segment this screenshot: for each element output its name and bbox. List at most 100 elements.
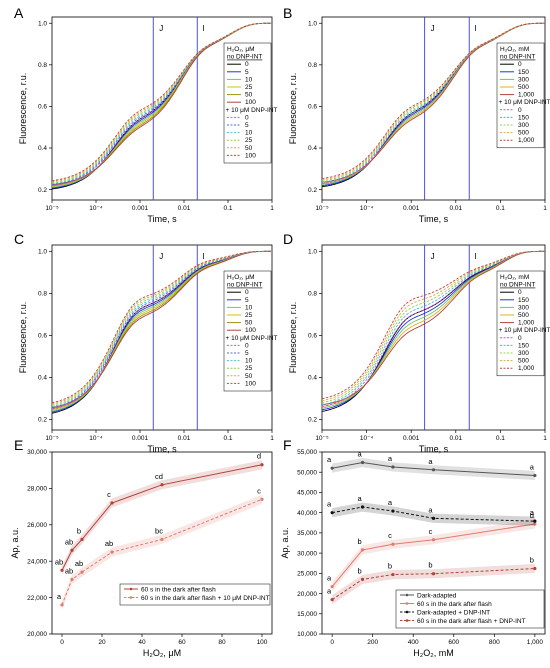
legend-entry: 300 — [518, 122, 529, 129]
panel-label: C — [14, 231, 24, 247]
y-tick-label: 0.6 — [308, 104, 317, 111]
plot-frame — [321, 16, 546, 201]
x-axis-title: Time, s — [147, 444, 177, 454]
data-point — [110, 501, 114, 505]
data-point — [60, 603, 64, 607]
curve-dnp-1,000 — [321, 22, 545, 179]
legend-entry: 60 s in the dark after flash + DNP-INT — [417, 618, 526, 625]
x-tick-label: 10⁻⁵ — [45, 435, 59, 442]
data-point — [260, 463, 264, 467]
panel-c: C 10⁻⁵ 10⁻⁴ 0.001 0.01 0.1 1 0.2 0.4 0.6 0.8 1.0 Tim… — [14, 231, 277, 454]
curve-no-dnp-1,000 — [321, 250, 545, 406]
x-tick-label: 0.1 — [223, 205, 232, 212]
data-point — [60, 568, 64, 572]
plot-frame — [321, 451, 546, 635]
series-line — [61, 464, 263, 571]
y-tick-label: 0.8 — [308, 291, 317, 298]
x-tick-label: 0.1 — [223, 435, 232, 442]
data-point — [360, 577, 365, 582]
marker-label: J — [159, 24, 163, 33]
legend-box — [223, 270, 272, 392]
panel-b: B 10⁻⁵ 10⁻⁴ 0.001 0.01 0.1 1 0.2 0.4 0.6 0.8 1.0 Tim… — [283, 5, 550, 224]
y-axis-title: Ap, a.u. — [280, 527, 290, 558]
significance-letter: b — [428, 561, 432, 570]
significance-letter: a — [57, 592, 62, 601]
significance-letter: c — [107, 490, 111, 499]
data-point — [330, 466, 334, 470]
significance-letter: a — [327, 500, 332, 509]
x-tick-label: 400 — [408, 639, 419, 646]
x-tick-label: 10⁻⁵ — [45, 205, 59, 212]
legend-group-no: no DNP-INT — [500, 54, 535, 61]
x-tick-label: 1 — [543, 435, 547, 442]
y-tick-label: 0.8 — [38, 62, 47, 69]
x-tick-label: 10⁻⁴ — [89, 435, 103, 442]
legend-entry: 1,000 — [518, 365, 535, 372]
marker-label: I — [474, 252, 476, 261]
significance-letter: a — [388, 498, 393, 507]
y-tick-label: 25,000 — [297, 571, 317, 578]
legend-entry: 0 — [518, 289, 522, 296]
y-tick-label: 1.0 — [38, 20, 47, 27]
data-point — [431, 468, 436, 472]
legend-entry: Dark-adapted + DNP-INT — [417, 610, 490, 617]
x-tick-label: 100 — [257, 639, 268, 646]
legend-entry: 100 — [245, 327, 256, 334]
y-axis-title: Fluorescence, r.u. — [18, 302, 28, 374]
data-point — [160, 483, 164, 487]
legend-entry: 25 — [245, 365, 253, 372]
legend-entry: 100 — [245, 99, 256, 106]
data-point — [431, 572, 436, 576]
x-axis-title: Time, s — [147, 214, 177, 224]
plot-frame — [51, 451, 273, 635]
y-tick-label: 55,000 — [297, 449, 317, 456]
y-tick-label: 0.4 — [38, 375, 47, 382]
y-tick-label: 0.4 — [308, 375, 317, 382]
y-tick-label: 15,000 — [297, 611, 317, 618]
y-tick-label: 0.2 — [38, 417, 47, 424]
legend-entry: 25 — [245, 84, 253, 91]
legend-entry: 60 s in the dark after flash + 10 μM DNP… — [141, 595, 270, 602]
x-axis-title: Time, s — [419, 444, 449, 454]
legend-box — [395, 589, 545, 629]
legend-title: H₂O₂, μM — [227, 46, 255, 53]
x-tick-label: 0.01 — [178, 435, 191, 442]
legend-entry: 150 — [518, 69, 529, 76]
legend-entry: 50 — [245, 145, 253, 152]
x-tick-label: 600 — [448, 639, 459, 646]
curve-dnp-25 — [51, 22, 272, 184]
x-tick-label: 10⁻⁵ — [315, 435, 329, 442]
significance-letter: a — [327, 455, 332, 464]
significance-letter: b — [77, 526, 81, 535]
legend-entry: 10 — [245, 358, 253, 365]
data-point — [160, 537, 164, 541]
marker-label: J — [431, 252, 435, 261]
x-tick-label: 20 — [98, 639, 106, 646]
x-axis-title: H₂O₂, mM — [413, 648, 453, 658]
x-tick-label: 800 — [489, 639, 500, 646]
y-axis-title: Ap, a.u. — [10, 527, 20, 558]
legend-entry: 500 — [518, 358, 529, 365]
legend-entry: 0 — [245, 342, 249, 349]
y-tick-label: 0.4 — [38, 145, 47, 152]
x-tick-label: 0.1 — [496, 435, 505, 442]
x-tick-label: 0 — [60, 639, 64, 646]
significance-letter: b — [530, 555, 534, 564]
x-axis-title: H₂O₂, μM — [143, 648, 181, 658]
data-point — [431, 538, 436, 542]
significance-letter: ab — [75, 559, 83, 568]
x-tick-label: 40 — [138, 639, 146, 646]
data-point — [360, 460, 365, 465]
plot-frame — [321, 244, 546, 431]
legend-swatch-marker — [405, 593, 409, 597]
marker-label: I — [474, 24, 476, 33]
panel-label: B — [283, 5, 292, 21]
legend-entry: 60 s in the dark after flash — [141, 587, 216, 594]
panel-f: F 0 200 400 600 800 1,000 10,000 15,000 20,000 25,… — [280, 437, 546, 658]
y-tick-label: 30,000 — [27, 449, 47, 456]
legend-group-no: no DNP-INT — [500, 282, 535, 289]
legend-entry: 300 — [518, 304, 529, 311]
legend-entry: 500 — [518, 312, 529, 319]
y-axis-title: Fluorescence, r.u. — [18, 73, 28, 145]
